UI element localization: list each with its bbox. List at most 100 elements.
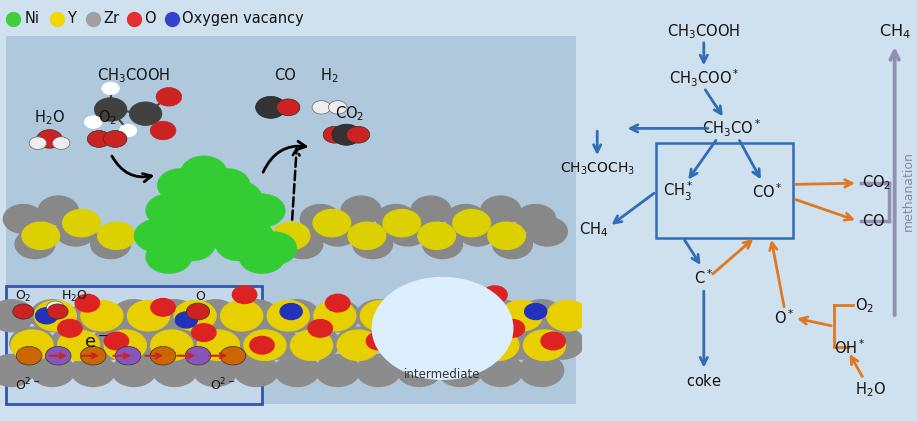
Circle shape <box>312 101 331 114</box>
Circle shape <box>84 116 102 128</box>
Circle shape <box>234 300 279 332</box>
Circle shape <box>519 300 564 332</box>
Circle shape <box>372 278 513 379</box>
Text: $\mathrm{CH_3CO^*}$: $\mathrm{CH_3CO^*}$ <box>702 118 761 139</box>
Circle shape <box>151 298 175 316</box>
Circle shape <box>0 300 34 332</box>
Circle shape <box>116 346 141 365</box>
Text: methanation: methanation <box>902 152 915 232</box>
Circle shape <box>275 354 319 386</box>
Circle shape <box>193 300 238 332</box>
Circle shape <box>158 206 204 240</box>
Circle shape <box>92 327 136 359</box>
Circle shape <box>13 304 34 319</box>
Circle shape <box>407 315 431 333</box>
Circle shape <box>132 327 176 359</box>
Circle shape <box>174 301 216 331</box>
Circle shape <box>454 301 495 331</box>
Circle shape <box>81 346 106 365</box>
Circle shape <box>388 217 427 246</box>
Circle shape <box>105 332 128 350</box>
Circle shape <box>102 82 119 95</box>
Circle shape <box>58 320 82 337</box>
Circle shape <box>146 240 192 274</box>
Circle shape <box>62 210 100 237</box>
Circle shape <box>81 301 123 331</box>
Circle shape <box>173 327 217 359</box>
Circle shape <box>295 327 339 359</box>
Text: $\mathrm{CO_2}$: $\mathrm{CO_2}$ <box>335 104 364 123</box>
Circle shape <box>418 222 456 249</box>
Circle shape <box>238 194 285 227</box>
Text: $\mathrm{coke}$: $\mathrm{coke}$ <box>686 373 722 389</box>
Circle shape <box>446 205 486 233</box>
Circle shape <box>193 354 238 386</box>
Circle shape <box>332 124 361 145</box>
Circle shape <box>482 286 507 304</box>
Circle shape <box>134 219 181 253</box>
Circle shape <box>36 308 58 324</box>
Circle shape <box>314 301 356 331</box>
Circle shape <box>112 354 156 386</box>
FancyArrowPatch shape <box>112 156 151 182</box>
Circle shape <box>323 126 347 143</box>
Circle shape <box>158 168 204 202</box>
Circle shape <box>479 300 523 332</box>
Circle shape <box>318 217 358 246</box>
Circle shape <box>22 222 60 249</box>
Circle shape <box>348 222 386 249</box>
Bar <box>6 36 577 404</box>
Circle shape <box>193 215 238 248</box>
Bar <box>6 286 262 404</box>
Circle shape <box>313 210 350 237</box>
Circle shape <box>50 327 95 359</box>
Circle shape <box>275 300 319 332</box>
Circle shape <box>185 346 211 365</box>
Text: $\mathrm{O^{2-}}$: $\mathrm{O^{2-}}$ <box>210 377 236 394</box>
Circle shape <box>4 205 43 233</box>
Circle shape <box>395 298 420 316</box>
Circle shape <box>37 130 62 148</box>
Circle shape <box>169 227 215 261</box>
Circle shape <box>204 206 250 240</box>
Circle shape <box>540 327 584 359</box>
Circle shape <box>91 230 130 258</box>
Text: Zr: Zr <box>104 11 120 27</box>
Circle shape <box>127 301 170 331</box>
Circle shape <box>215 181 262 215</box>
Text: $\mathrm{CO_2}$: $\mathrm{CO_2}$ <box>862 174 891 192</box>
Circle shape <box>152 300 197 332</box>
Circle shape <box>347 126 370 143</box>
Circle shape <box>423 230 462 258</box>
Circle shape <box>315 354 359 386</box>
Text: Ni: Ni <box>25 11 39 27</box>
Circle shape <box>256 96 286 118</box>
Circle shape <box>515 205 556 233</box>
Circle shape <box>525 304 547 320</box>
Text: $\mathrm{CH_4}$: $\mathrm{CH_4}$ <box>580 220 608 239</box>
Circle shape <box>453 210 491 237</box>
Circle shape <box>341 196 381 225</box>
Text: $\mathrm{e^-}$: $\mathrm{e^-}$ <box>83 334 108 352</box>
Text: $\mathrm{CH_3COOH}$: $\mathrm{CH_3COOH}$ <box>97 67 171 85</box>
Circle shape <box>97 222 136 249</box>
Circle shape <box>501 320 525 337</box>
Circle shape <box>234 354 279 386</box>
Circle shape <box>71 354 116 386</box>
Text: Oxygen vacancy: Oxygen vacancy <box>182 11 304 27</box>
Text: $\mathrm{C^*}$: $\mathrm{C^*}$ <box>694 269 713 287</box>
Circle shape <box>280 304 303 320</box>
Circle shape <box>232 286 257 304</box>
Circle shape <box>360 301 403 331</box>
Text: Y: Y <box>67 11 76 27</box>
Circle shape <box>11 330 53 360</box>
Circle shape <box>156 88 182 106</box>
Circle shape <box>119 124 137 137</box>
Text: $\mathrm{O^*}$: $\mathrm{O^*}$ <box>774 309 795 327</box>
Circle shape <box>481 196 521 225</box>
Circle shape <box>291 330 333 360</box>
Circle shape <box>227 219 273 253</box>
Circle shape <box>169 181 215 215</box>
Text: O: O <box>195 290 204 303</box>
Circle shape <box>479 354 523 386</box>
